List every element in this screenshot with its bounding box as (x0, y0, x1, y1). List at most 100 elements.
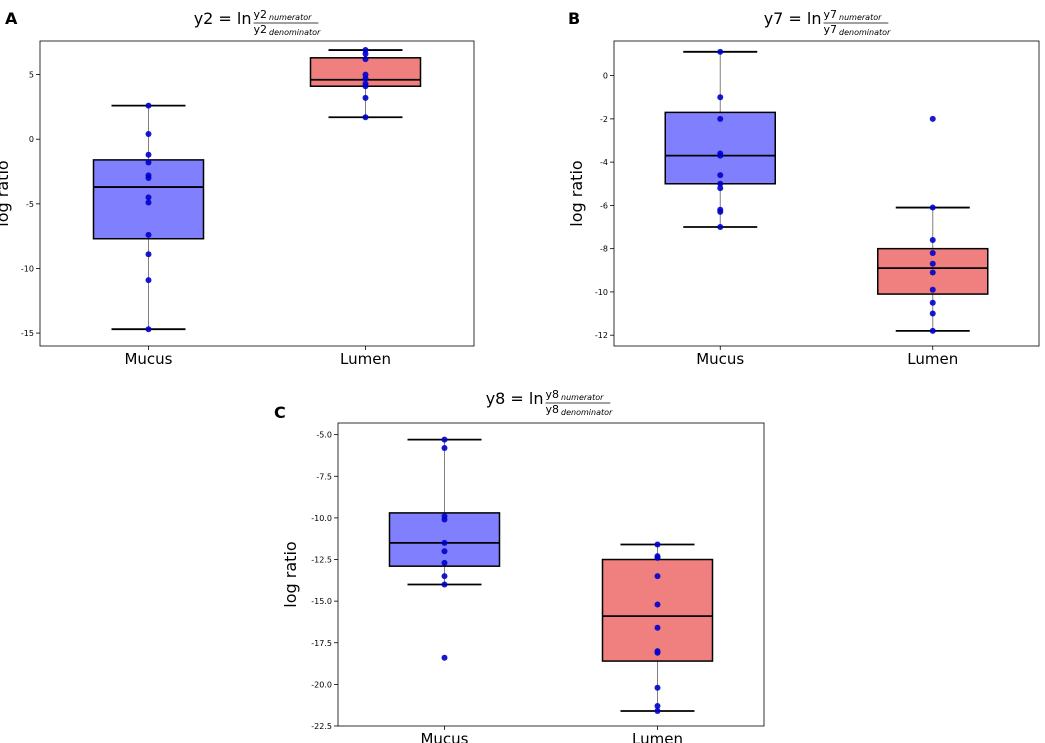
data-point (145, 102, 152, 109)
data-point (717, 208, 724, 215)
y-tick-label: -6 (600, 201, 608, 210)
data-point (717, 172, 724, 179)
data-point (717, 94, 724, 101)
data-point (717, 48, 724, 55)
y-tick-label: -5.0 (316, 431, 332, 440)
title-numerator: y8 numerator (546, 388, 605, 402)
data-point (929, 115, 936, 122)
x-category-label: Mucus (696, 350, 744, 368)
data-point (441, 654, 448, 661)
data-point (654, 554, 661, 561)
data-point (145, 277, 152, 284)
data-point (145, 174, 152, 181)
y-tick-label: -5 (26, 200, 34, 209)
data-point (362, 75, 369, 82)
data-point (929, 237, 936, 244)
title-denominator: y7 denominator (824, 23, 892, 37)
data-point (654, 541, 661, 548)
x-category-label: Mucus (420, 730, 468, 743)
data-point (929, 286, 936, 293)
data-point (929, 204, 936, 211)
data-point (654, 703, 661, 710)
title-prefix: y7 = ln (764, 9, 822, 28)
y-tick-label: -10 (595, 288, 608, 297)
plot-frame (337, 422, 765, 727)
title-numerator-sub: numerator (269, 13, 312, 22)
box-mucus: Mucus (664, 48, 776, 368)
title-prefix: y2 = ln (194, 9, 252, 28)
box-lumen: Lumen (601, 541, 714, 743)
box-mucus: Mucus (388, 436, 501, 743)
data-point (145, 131, 152, 138)
data-point (145, 159, 152, 166)
box-lumen: Lumen (877, 115, 989, 368)
title-denominator: y8 denominator (546, 403, 614, 417)
panel-letter: A (5, 9, 18, 28)
data-point (654, 684, 661, 691)
data-point (441, 581, 448, 588)
data-point (717, 152, 724, 159)
x-category-label: Lumen (632, 730, 683, 743)
data-point (441, 516, 448, 523)
data-point (717, 185, 724, 192)
title-numerator: y2 numerator (254, 8, 313, 22)
y-tick-label: -12 (595, 331, 608, 340)
y-tick-label: -10.0 (311, 514, 332, 523)
y-tick-label: 5 (29, 71, 34, 80)
panel-letter: B (568, 9, 580, 28)
x-category-label: Lumen (907, 350, 958, 368)
data-point (362, 94, 369, 101)
title-prefix: y8 = ln (486, 389, 544, 408)
data-point (441, 436, 448, 443)
y-tick-label: -4 (600, 158, 608, 167)
title-denominator-sub: denominator (561, 408, 613, 417)
y-tick-label: -7.5 (316, 472, 332, 481)
data-point (145, 326, 152, 333)
data-point (654, 573, 661, 580)
data-point (362, 83, 369, 90)
data-point (145, 151, 152, 158)
data-point (654, 601, 661, 608)
data-point (441, 559, 448, 566)
y-tick-label: -2 (600, 115, 608, 124)
data-point (929, 260, 936, 267)
box-mucus: Mucus (92, 102, 205, 368)
y-tick-label: 0 (29, 135, 34, 144)
data-point (441, 548, 448, 555)
data-point (929, 310, 936, 317)
data-point (145, 194, 152, 201)
title-denominator-sub: denominator (269, 28, 321, 37)
data-point (362, 114, 369, 121)
x-category-label: Mucus (124, 350, 172, 368)
y-axis-label: log ratio (0, 160, 12, 226)
y-axis-label: log ratio (567, 160, 586, 226)
data-point (654, 624, 661, 631)
y-tick-label: -15.0 (311, 597, 332, 606)
x-category-label: Lumen (340, 350, 391, 368)
data-point (145, 251, 152, 258)
title-numerator-sub: numerator (839, 13, 882, 22)
title-numerator-sub: numerator (561, 393, 604, 402)
title-numerator: y7 numerator (824, 8, 883, 22)
data-point (145, 231, 152, 238)
y-tick-label: -22.5 (311, 722, 332, 731)
data-point (929, 327, 936, 334)
plot-frame (613, 40, 1040, 347)
y-tick-label: 0 (603, 72, 608, 81)
data-point (441, 444, 448, 451)
y-axis-label: log ratio (281, 541, 300, 607)
data-point (145, 199, 152, 206)
y-tick-label: -20.0 (311, 680, 332, 689)
data-point (717, 180, 724, 187)
data-point (929, 249, 936, 256)
y-tick-label: -15 (21, 329, 34, 338)
data-point (654, 708, 661, 715)
y-tick-label: -10 (21, 264, 34, 273)
panel-letter: C (274, 403, 286, 422)
title-denominator-sub: denominator (839, 28, 891, 37)
